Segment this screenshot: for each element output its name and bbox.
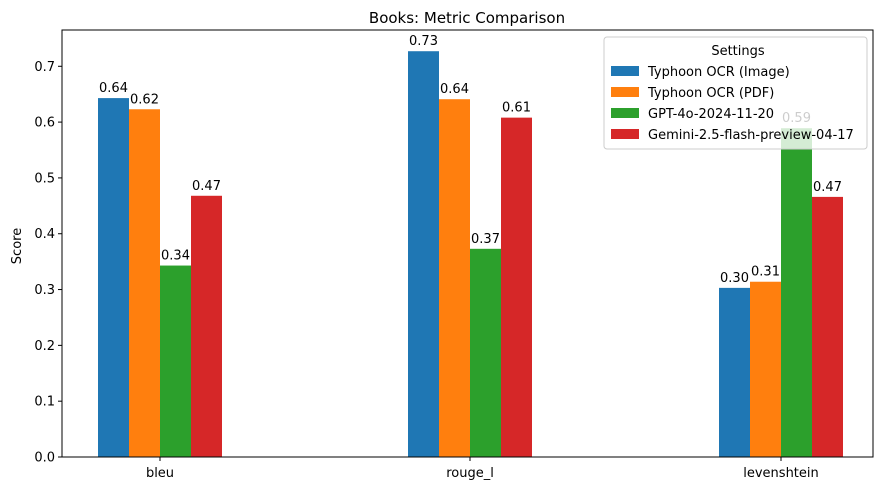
y-tick-label: 0.4 [34,227,55,242]
legend-box [603,36,868,150]
y-tick-label: 0.5 [34,171,55,186]
bar [812,196,843,457]
bar [129,109,160,457]
chart-title: Books: Metric Comparison [369,9,565,27]
y-axis-ticks: 0.0 0.1 0.2 0.3 0.4 0.5 0.6 0.7 [34,60,62,466]
x-tick-label: bleu [146,466,174,481]
x-tick-label: levenshtein [743,466,819,481]
bar [750,281,781,457]
bar-value-label: 0.61 [502,101,531,116]
y-tick-label: 0.6 [34,116,55,131]
y-tick-label: 0.0 [34,451,55,466]
bar-value-label: 0.31 [751,265,780,280]
bar [439,99,470,457]
legend-entry-label: GPT-4o-2024-11-20 [648,107,774,122]
bar-value-label: 0.64 [440,82,469,97]
legend-swatch [611,66,639,76]
bar [408,51,439,458]
legend-title: Settings [711,44,765,59]
bar [781,128,812,457]
bar [98,98,129,457]
x-axis-ticks: bleu rouge_l levenshtein [146,457,819,481]
bar [501,117,532,457]
legend-swatch [611,108,639,118]
bar [719,287,750,457]
x-tick-label: rouge_l [446,466,494,481]
y-tick-label: 0.1 [34,395,55,410]
legend-swatch [611,87,639,97]
bar-value-label: 0.62 [130,92,159,107]
bar-value-label: 0.47 [813,180,842,195]
bar-value-label: 0.47 [192,179,221,194]
bars [98,51,843,458]
y-axis-label: Score [10,228,25,264]
bar [470,248,501,457]
bar-value-label: 0.30 [720,271,749,286]
bar [160,265,191,457]
legend-swatch [611,129,639,139]
y-tick-label: 0.2 [34,339,55,354]
bar-value-label: 0.37 [471,232,500,247]
legend-entry-label: Typhoon OCR (PDF) [647,86,774,101]
y-tick-label: 0.3 [34,283,55,298]
bar-value-label: 0.64 [99,81,128,96]
plot-frame [61,29,874,458]
legend-entry-label: Typhoon OCR (Image) [647,65,790,80]
legend-entry-label: Gemini-2.5-flash-preview-04-17 [648,128,854,143]
y-tick-label: 0.7 [34,60,55,75]
bar [191,195,222,457]
legend: Settings Typhoon OCR (Image) Typhoon OCR … [603,36,868,150]
bar-value-label: 0.73 [409,34,438,49]
bar-value-label: 0.34 [161,249,190,264]
